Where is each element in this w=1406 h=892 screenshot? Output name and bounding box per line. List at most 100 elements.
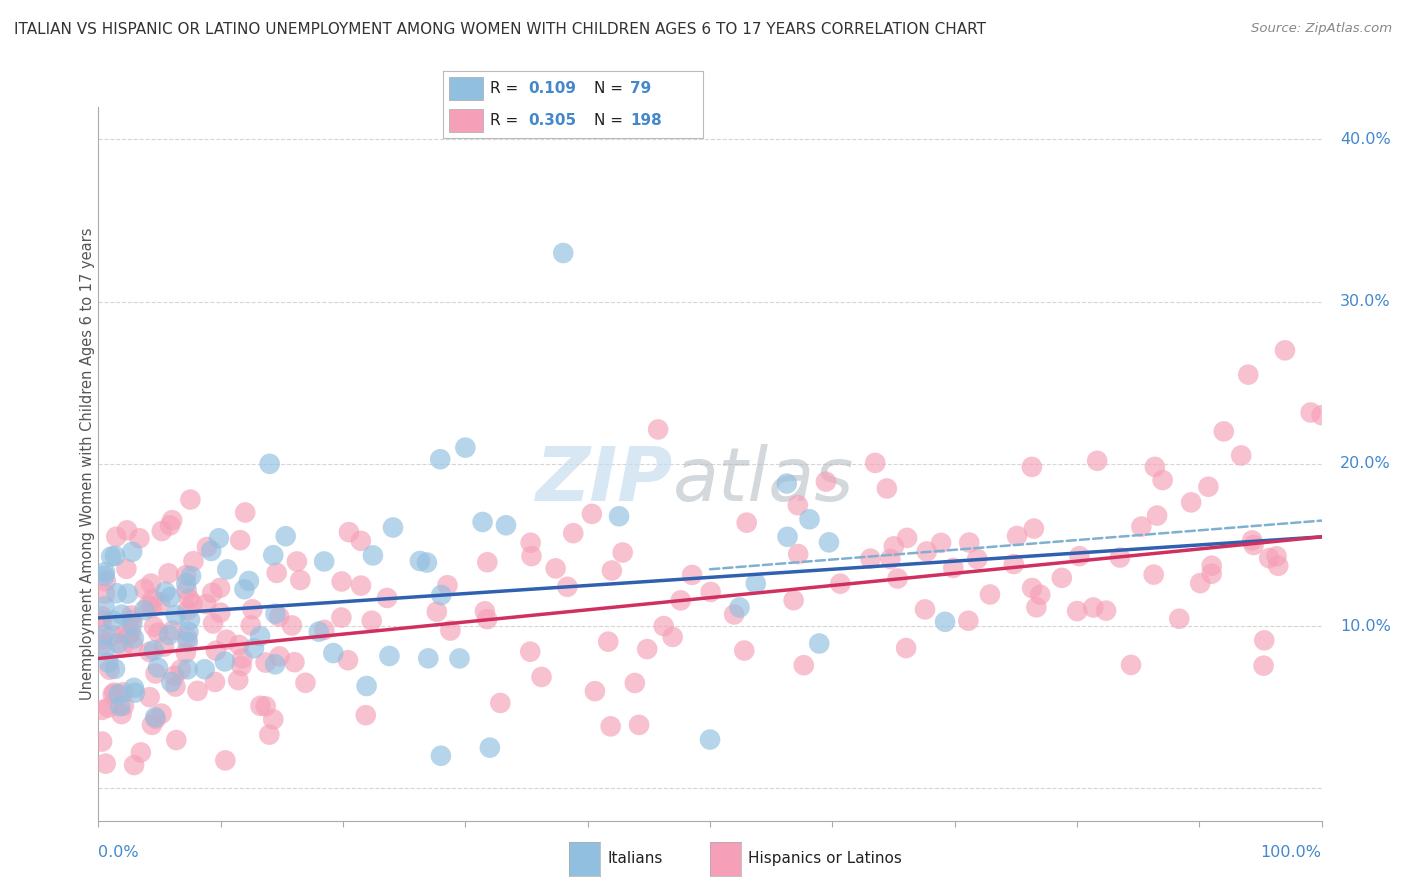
Point bbox=[382, 520, 405, 534]
Point bbox=[180, 569, 202, 583]
Point bbox=[170, 663, 193, 677]
Point bbox=[1310, 408, 1333, 422]
Point bbox=[782, 593, 804, 607]
Point bbox=[520, 549, 543, 563]
Point bbox=[179, 492, 201, 507]
Point bbox=[776, 476, 799, 491]
Point bbox=[283, 655, 305, 669]
Point bbox=[1005, 529, 1028, 543]
Point bbox=[112, 685, 135, 699]
Point bbox=[208, 531, 231, 545]
Point bbox=[314, 623, 336, 637]
Point bbox=[163, 669, 186, 683]
Point bbox=[354, 708, 377, 723]
Point bbox=[308, 624, 330, 639]
Point bbox=[733, 643, 755, 657]
Point bbox=[243, 641, 266, 656]
Point bbox=[914, 602, 936, 616]
Text: 40.0%: 40.0% bbox=[1340, 132, 1391, 147]
Point bbox=[186, 684, 208, 698]
Point bbox=[159, 590, 181, 604]
Point bbox=[91, 632, 114, 647]
Point bbox=[876, 482, 898, 496]
Point bbox=[1237, 368, 1260, 382]
Point bbox=[254, 656, 277, 670]
Point bbox=[120, 625, 142, 640]
Point bbox=[105, 530, 128, 544]
Point bbox=[104, 549, 127, 563]
Point bbox=[195, 540, 218, 554]
Point bbox=[217, 562, 239, 576]
Point bbox=[165, 680, 187, 694]
Point bbox=[176, 631, 198, 645]
Point bbox=[623, 676, 645, 690]
Point bbox=[418, 651, 440, 665]
Point bbox=[155, 584, 177, 599]
Point bbox=[337, 525, 360, 540]
Point bbox=[238, 574, 260, 588]
Point bbox=[122, 758, 145, 772]
Point bbox=[628, 718, 651, 732]
Point bbox=[121, 617, 143, 632]
Point bbox=[93, 628, 115, 642]
Point bbox=[142, 643, 165, 657]
Point bbox=[228, 638, 250, 652]
Point bbox=[436, 578, 458, 592]
Point bbox=[143, 620, 166, 634]
Point bbox=[1025, 600, 1047, 615]
Point bbox=[1029, 588, 1052, 602]
Point bbox=[883, 539, 905, 553]
Point bbox=[530, 670, 553, 684]
Point bbox=[449, 651, 471, 665]
Point bbox=[233, 582, 256, 597]
Point bbox=[776, 530, 799, 544]
Point bbox=[112, 627, 135, 641]
Point bbox=[157, 628, 180, 642]
Point bbox=[231, 651, 253, 665]
Point bbox=[165, 608, 187, 623]
Point bbox=[808, 636, 831, 650]
Point bbox=[430, 748, 453, 763]
Point bbox=[128, 531, 150, 545]
Text: 20.0%: 20.0% bbox=[1340, 457, 1391, 471]
FancyBboxPatch shape bbox=[450, 78, 484, 100]
Point bbox=[200, 544, 222, 558]
Point bbox=[661, 630, 683, 644]
Point bbox=[818, 535, 841, 549]
Point bbox=[139, 576, 162, 591]
Point bbox=[122, 638, 145, 652]
Point bbox=[226, 673, 249, 687]
Point bbox=[1253, 658, 1275, 673]
Y-axis label: Unemployment Among Women with Children Ages 6 to 17 years: Unemployment Among Women with Children A… bbox=[80, 227, 94, 700]
Point bbox=[290, 573, 312, 587]
Point bbox=[94, 574, 117, 589]
Point bbox=[115, 524, 138, 538]
Point bbox=[183, 554, 205, 568]
Text: R =: R = bbox=[489, 112, 523, 128]
Point bbox=[94, 587, 117, 601]
Point bbox=[557, 580, 579, 594]
Point bbox=[350, 579, 373, 593]
Point bbox=[1152, 473, 1174, 487]
Point bbox=[896, 531, 918, 545]
Point bbox=[262, 548, 284, 562]
Point bbox=[150, 706, 173, 721]
Point bbox=[454, 441, 477, 455]
Point bbox=[979, 587, 1001, 601]
Point bbox=[1002, 557, 1025, 571]
Point bbox=[1119, 657, 1142, 672]
Point bbox=[121, 613, 143, 627]
Point bbox=[134, 582, 156, 596]
Point bbox=[111, 607, 134, 622]
Point bbox=[174, 576, 197, 591]
Point bbox=[214, 753, 236, 767]
Point bbox=[294, 675, 316, 690]
Point bbox=[205, 643, 228, 657]
Point bbox=[957, 614, 980, 628]
Point bbox=[1189, 576, 1212, 591]
Point bbox=[146, 625, 169, 640]
Point bbox=[129, 746, 152, 760]
Point bbox=[598, 634, 620, 648]
Point bbox=[934, 615, 956, 629]
Point bbox=[599, 719, 621, 733]
